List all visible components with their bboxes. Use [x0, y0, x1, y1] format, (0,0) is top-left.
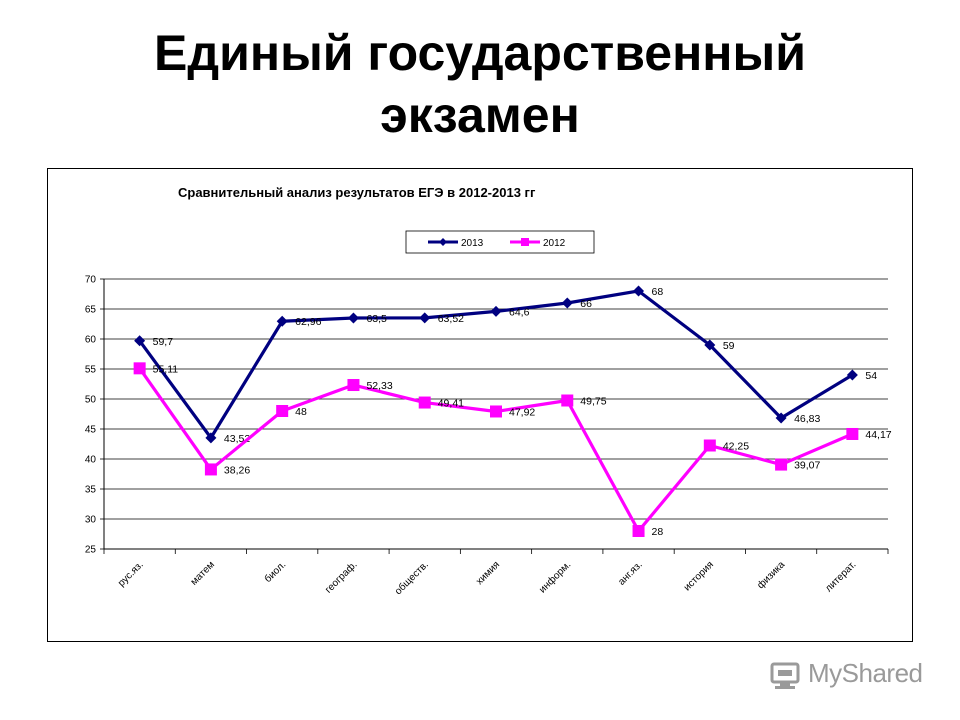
- chart-frame: Сравнительный анализ результатов ЕГЭ в 2…: [47, 168, 913, 642]
- data-label-2013: 59,7: [153, 336, 174, 348]
- data-point-2012: [490, 405, 502, 418]
- data-point-2013: [347, 312, 359, 324]
- data-label-2012: 44,17: [865, 429, 891, 441]
- slide-title-line-2: экзамен: [380, 87, 580, 143]
- data-point-2012: [204, 463, 217, 476]
- legend-box: [405, 230, 595, 254]
- x-tick-label: история: [682, 559, 716, 593]
- data-label-2013: 63,52: [438, 313, 464, 325]
- data-point-2013: [633, 285, 645, 297]
- x-tick-label: биол.: [262, 559, 288, 585]
- data-point-2012: [276, 405, 289, 417]
- data-label-2012: 55,11: [153, 363, 179, 375]
- data-label-2013: 54: [865, 370, 877, 382]
- y-tick-label: 65: [85, 305, 97, 316]
- data-label-2012: 28: [652, 526, 664, 538]
- legend-marker-2012: [521, 238, 529, 246]
- data-point-2012: [703, 439, 716, 452]
- x-tick-label: географ.: [323, 559, 360, 596]
- data-label-2013: 68: [652, 286, 664, 298]
- data-label-2012: 38,26: [224, 464, 250, 476]
- y-tick-label: 30: [85, 515, 97, 526]
- legend-marker-2013: [439, 238, 447, 246]
- data-point-2013: [846, 369, 858, 381]
- data-point-2013: [419, 312, 431, 324]
- data-label-2013: 59: [723, 340, 735, 352]
- logo-text: MyShared: [808, 658, 923, 688]
- y-tick-label: 55: [85, 365, 97, 376]
- x-tick-label: обществ.: [392, 559, 431, 598]
- x-tick-label: матем: [189, 559, 217, 587]
- data-point-2013: [205, 432, 217, 444]
- data-point-2012: [133, 362, 146, 375]
- data-label-2013: 46,83: [794, 413, 820, 425]
- y-tick-label: 60: [85, 335, 97, 346]
- x-tick-label: химия: [474, 559, 502, 587]
- y-tick-label: 45: [85, 425, 97, 436]
- data-label-2013: 64,6: [509, 306, 530, 318]
- legend-label-2012: 2012: [543, 238, 566, 249]
- data-point-2013: [276, 315, 288, 327]
- data-point-2012: [632, 525, 645, 537]
- myshared-logo: MyShared: [768, 656, 928, 696]
- data-point-2012: [347, 379, 360, 392]
- data-point-2012: [775, 458, 788, 471]
- data-label-2012: 42,25: [723, 441, 749, 453]
- data-label-2012: 48: [295, 406, 307, 418]
- chart-title: Сравнительный анализ результатов ЕГЭ в 2…: [178, 185, 536, 200]
- y-tick-label: 40: [85, 455, 97, 466]
- y-tick-label: 50: [85, 395, 97, 406]
- slide-title: Единый государственный экзамен: [0, 22, 960, 146]
- data-label-2012: 49,41: [438, 398, 464, 410]
- x-tick-label: литерат.: [823, 559, 858, 594]
- slide-title-line-1: Единый государственный: [154, 25, 806, 81]
- x-tick-label: информ.: [537, 559, 574, 596]
- data-label-2012: 39,07: [794, 460, 820, 472]
- data-label-2012: 49,75: [580, 396, 606, 408]
- data-point-2012: [418, 396, 431, 409]
- x-tick-label: рус.яз.: [116, 559, 146, 589]
- data-label-2013: 66: [580, 298, 592, 310]
- chart-legend: 2013 2012: [405, 230, 595, 254]
- logo-icon: [770, 662, 800, 689]
- x-tick-label: анг.яз.: [616, 559, 644, 587]
- y-tick-label: 25: [85, 545, 97, 556]
- data-label-2012: 52,33: [366, 380, 392, 392]
- data-label-2013: 62,96: [295, 316, 321, 328]
- plot-area: 25 30 35 40 45 50 55 60 65 70 рус.яз. матем биол. гео…: [85, 275, 892, 598]
- data-point-2013: [134, 335, 146, 347]
- data-label-2013: 63,5: [366, 313, 387, 325]
- line-chart: Сравнительный анализ результатов ЕГЭ в 2…: [85, 185, 892, 598]
- data-label-2012: 47,92: [509, 406, 535, 418]
- data-point-2012: [561, 394, 574, 407]
- data-point-2013: [775, 412, 787, 424]
- data-point-2013: [704, 339, 716, 351]
- data-point-2013: [561, 297, 573, 309]
- legend-label-2013: 2013: [461, 238, 484, 249]
- x-tick-label: физика: [755, 558, 788, 591]
- y-tick-label: 35: [85, 485, 97, 496]
- data-point-2013: [490, 305, 502, 317]
- y-tick-label: 70: [85, 275, 97, 286]
- data-point-2012: [846, 427, 859, 440]
